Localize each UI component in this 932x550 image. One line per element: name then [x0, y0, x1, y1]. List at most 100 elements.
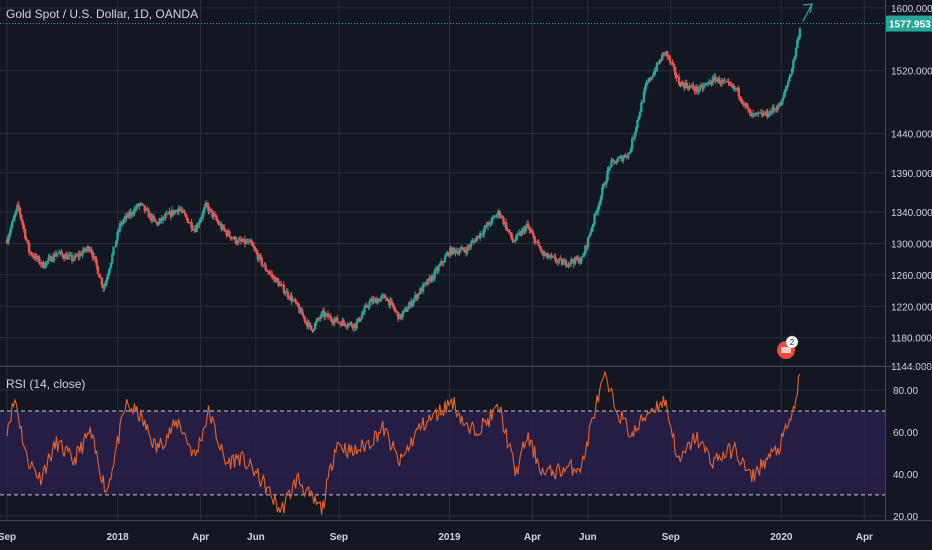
candle-up: [451, 247, 455, 255]
candle-up: [469, 242, 473, 247]
candle-down: [243, 238, 247, 244]
candle-down: [572, 261, 575, 265]
candle-down: [339, 323, 343, 326]
candle-up: [161, 216, 165, 221]
candle-up: [389, 300, 392, 306]
candle-down: [775, 108, 778, 111]
candle-up: [762, 113, 765, 116]
candle-up: [547, 257, 551, 259]
candle-down: [667, 56, 670, 58]
candle-up: [501, 217, 504, 219]
candle-up: [445, 254, 448, 257]
candle-up: [567, 263, 570, 266]
candle-down: [395, 311, 399, 313]
candle-down: [404, 308, 408, 312]
candle-down: [296, 302, 300, 308]
candle-up: [517, 232, 521, 234]
candle-up: [633, 132, 637, 139]
candle-up: [471, 241, 474, 243]
candle-up: [242, 238, 245, 242]
candle-up: [711, 77, 715, 84]
candle-up: [588, 235, 591, 238]
candle-down: [256, 253, 260, 260]
candle-up: [615, 161, 618, 164]
candle-down: [447, 252, 451, 256]
candle-up: [352, 323, 356, 329]
candle-up: [774, 108, 777, 110]
candle-down: [251, 243, 254, 247]
candle-up: [328, 316, 331, 318]
candle-up: [75, 254, 79, 257]
candle-down: [612, 159, 616, 162]
candle-up: [424, 282, 427, 284]
candle-up: [586, 237, 590, 248]
candle-down: [560, 259, 564, 265]
candle-down: [420, 288, 423, 292]
candle-down: [564, 260, 568, 266]
price-tick-label: 1180.000: [891, 334, 932, 345]
candle-down: [17, 204, 20, 208]
candle-down: [172, 210, 175, 214]
candle-up: [785, 85, 789, 90]
candle-up: [789, 74, 793, 77]
candle-down: [156, 222, 159, 225]
candle-up: [645, 82, 648, 87]
candle-down: [454, 249, 457, 254]
candle-down: [217, 221, 221, 225]
candle-up: [316, 318, 319, 322]
candle-up: [551, 256, 555, 258]
candle-up: [212, 214, 215, 217]
candle-up: [200, 216, 204, 219]
candle-up: [376, 299, 379, 304]
candle-up: [78, 253, 81, 257]
candle-up: [753, 113, 756, 115]
candle-down: [215, 215, 218, 220]
candle-up: [428, 277, 431, 279]
candle-up: [640, 102, 643, 112]
candle-up: [69, 254, 72, 256]
candle-down: [61, 254, 65, 258]
candle-down: [677, 77, 681, 85]
candle-down: [259, 255, 262, 258]
candle-up: [636, 119, 639, 128]
candle-down: [740, 98, 743, 102]
candle-up: [34, 255, 37, 259]
candle-up: [112, 246, 115, 255]
candle-down: [302, 314, 305, 317]
candle-down: [294, 299, 297, 303]
candle-up: [790, 68, 794, 75]
candle-down: [252, 246, 256, 249]
candle-up: [321, 311, 325, 313]
candle-up: [124, 216, 127, 220]
candle-up: [515, 234, 518, 240]
candle-up: [218, 224, 222, 226]
candle-up: [449, 247, 452, 256]
candle-up: [247, 240, 250, 243]
candle-down: [620, 156, 624, 162]
candle-up: [606, 170, 609, 181]
candle-down: [239, 239, 243, 241]
candle-down: [399, 314, 403, 319]
candle-down: [533, 236, 536, 244]
candle-up: [607, 167, 611, 171]
candle-down: [185, 214, 188, 218]
candle-down: [718, 77, 721, 84]
candle-up: [705, 83, 708, 85]
candle-down: [450, 247, 453, 255]
candle-up: [68, 254, 71, 256]
candle-down: [673, 67, 677, 75]
candle-down: [267, 271, 270, 273]
candle-down: [272, 276, 275, 278]
candle-up: [278, 284, 282, 287]
candle-up: [601, 187, 604, 196]
candle-up: [369, 299, 373, 302]
candle-down: [146, 208, 149, 211]
candle-down: [741, 101, 744, 104]
trend-arrow-shaft: [802, 3, 813, 22]
candle-up: [723, 81, 726, 83]
candle-down: [74, 255, 78, 257]
candle-down: [309, 325, 313, 331]
candle-down: [83, 248, 87, 251]
candle-up: [794, 47, 798, 57]
